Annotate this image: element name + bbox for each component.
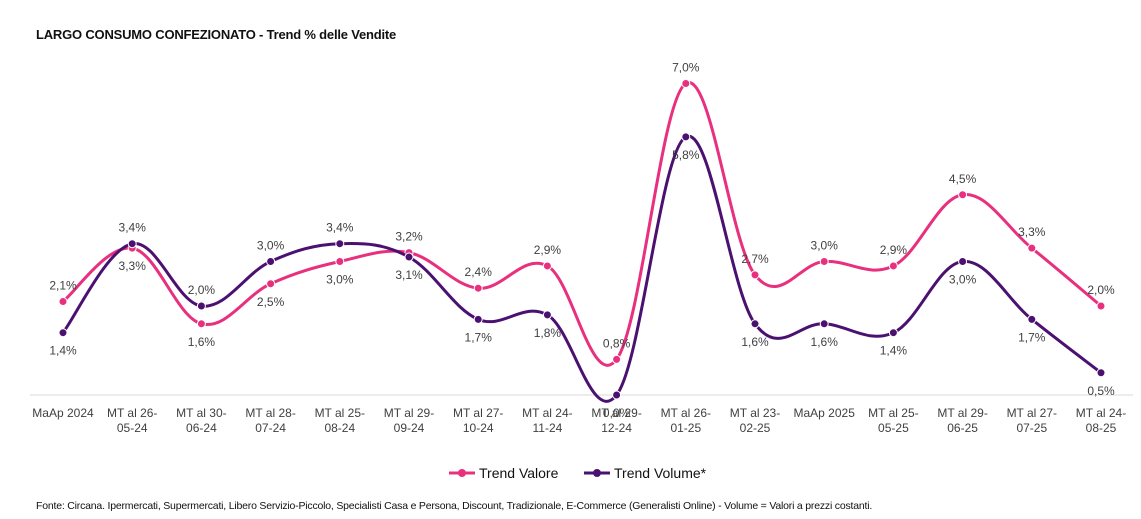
data-point xyxy=(1096,368,1106,378)
data-point xyxy=(612,390,622,400)
data-point xyxy=(335,239,345,249)
x-tick-label: MT al 29-06-25 xyxy=(937,406,987,435)
data-label: 2,4% xyxy=(465,265,493,279)
x-tick-label: MT al 27-07-25 xyxy=(1007,406,1057,435)
series-layer xyxy=(58,79,1106,403)
data-label: 3,0% xyxy=(811,239,839,253)
data-label: 3,4% xyxy=(119,221,147,235)
x-tick-label: MT al 27-10-24 xyxy=(453,406,503,435)
data-label: 2,5% xyxy=(257,295,285,309)
x-tick-label: MT al 29-12-24 xyxy=(591,406,641,435)
data-label: 2,1% xyxy=(49,279,77,293)
data-point xyxy=(473,283,483,293)
data-label: 2,9% xyxy=(534,243,562,257)
x-tick-label: MT al 25-08-24 xyxy=(315,406,365,435)
data-label: 2,7% xyxy=(741,252,769,266)
x-tick-label: MT al 26-05-24 xyxy=(107,406,157,435)
data-point xyxy=(196,319,206,329)
data-label: 0,5% xyxy=(1087,384,1115,398)
data-point xyxy=(612,354,622,364)
data-label: 1,7% xyxy=(465,330,493,344)
data-point xyxy=(196,301,206,311)
series-line-trend-valore xyxy=(62,81,1102,367)
data-point xyxy=(542,261,552,271)
source-footnote: Fonte: Circana. Ipermercati, Supermercat… xyxy=(36,500,873,512)
data-label: 5,8% xyxy=(672,148,700,162)
legend-item-trend-volume: Trend Volume* xyxy=(584,465,707,481)
data-point xyxy=(888,261,898,271)
data-label: 7,0% xyxy=(672,61,700,75)
legend-item-trend-valore: Trend Valore xyxy=(449,465,559,481)
x-tick-label: MT al 30-06-24 xyxy=(176,406,226,435)
data-point xyxy=(1027,314,1037,324)
data-point xyxy=(888,328,898,338)
series-line-trend-volume xyxy=(61,135,1102,403)
data-point xyxy=(473,314,483,324)
legend-label: Trend Valore xyxy=(479,465,559,481)
data-label: 1,6% xyxy=(741,335,769,349)
data-point xyxy=(404,252,414,262)
data-point xyxy=(58,328,68,338)
data-label: 2,9% xyxy=(880,243,908,257)
x-tick-label: MaAp 2025 xyxy=(794,406,856,420)
data-point xyxy=(750,270,760,280)
data-point xyxy=(127,239,137,249)
x-tick-label: MT al 26-01-25 xyxy=(661,406,711,435)
data-point xyxy=(958,190,968,200)
data-label: 1,8% xyxy=(534,326,562,340)
data-label: 0,0% xyxy=(603,406,631,420)
x-tick-label: MT al 29-09-24 xyxy=(384,406,434,435)
data-point xyxy=(681,79,691,88)
data-label: 2,0% xyxy=(188,283,216,297)
data-point xyxy=(681,132,691,142)
x-tick-layer: MaAp 2024 MT al 26-05-24 MT al 30-06-24 MT … xyxy=(32,406,1126,435)
data-label: 3,3% xyxy=(119,259,147,273)
data-label: 1,6% xyxy=(188,335,216,349)
data-label: 0,8% xyxy=(603,336,631,350)
data-label: 3,3% xyxy=(1018,225,1046,239)
data-point xyxy=(58,297,68,307)
legend-marker xyxy=(458,469,466,477)
data-label: 3,4% xyxy=(326,221,354,235)
data-label: 2,0% xyxy=(1087,283,1115,297)
data-label: 1,6% xyxy=(811,335,839,349)
legend: Trend Valore Trend Volume* xyxy=(449,465,707,481)
data-label-layer: 2,1% 3,3% 1,6% 2,5% 3,0% 3,2% 2,4% 2,9% 0,8% 7,0%… xyxy=(49,61,1115,421)
x-tick-label: MT al 24-08-25 xyxy=(1076,406,1126,435)
data-label: 1,4% xyxy=(880,344,908,358)
data-label: 1,4% xyxy=(49,344,77,358)
data-point xyxy=(750,319,760,329)
data-label: 3,0% xyxy=(949,273,977,287)
x-tick-label: MT al 28-07-24 xyxy=(245,406,295,435)
legend-label: Trend Volume* xyxy=(614,465,707,481)
chart-title: LARGO CONSUMO CONFEZIONATO - Trend % del… xyxy=(36,27,397,42)
x-tick-label: MT al 23-02-25 xyxy=(730,406,780,435)
data-label: 4,5% xyxy=(949,172,977,186)
data-point xyxy=(819,257,829,266)
data-point xyxy=(1096,301,1106,311)
data-point xyxy=(266,257,276,266)
data-point xyxy=(958,257,968,266)
x-tick-label: MT al 24-11-24 xyxy=(522,406,572,435)
data-point xyxy=(542,310,552,320)
data-point xyxy=(266,279,276,289)
data-point xyxy=(335,257,345,266)
data-point xyxy=(819,319,829,329)
data-label: 3,2% xyxy=(395,230,423,244)
data-label: 3,0% xyxy=(326,273,354,287)
x-tick-label: MaAp 2024 xyxy=(32,406,94,420)
x-tick-label: MT al 25-05-25 xyxy=(868,406,918,435)
data-label: 3,1% xyxy=(395,268,423,282)
data-label: 3,0% xyxy=(257,239,285,253)
legend-marker xyxy=(593,469,601,477)
data-label: 1,7% xyxy=(1018,330,1046,344)
data-point xyxy=(1027,243,1037,253)
